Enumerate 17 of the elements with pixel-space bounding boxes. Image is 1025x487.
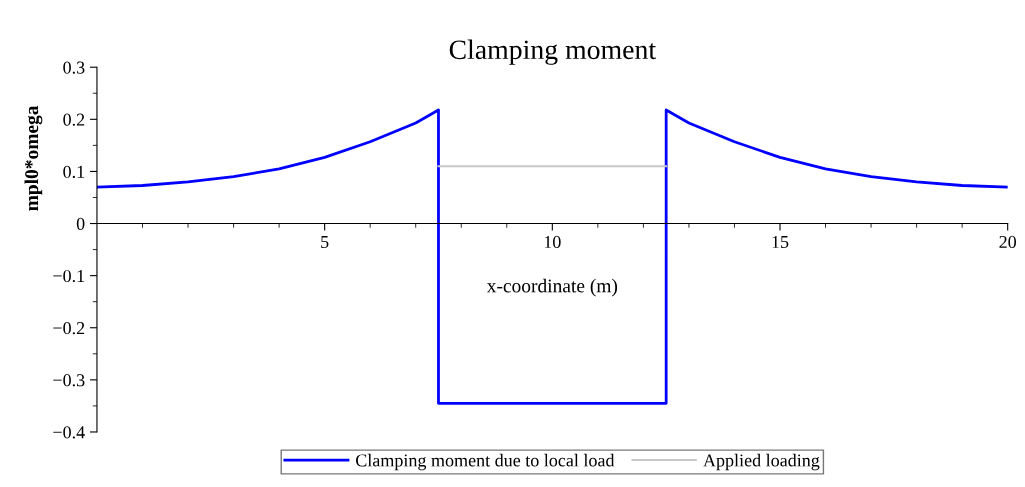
y-axis-title: mpl0*omega bbox=[24, 105, 43, 211]
legend-label: Applied loading bbox=[703, 453, 820, 471]
x-tick-label: 20 bbox=[999, 235, 1017, 249]
y-tick-label: −0.4 bbox=[53, 426, 85, 439]
x-axis-title: x-coordinate (m) bbox=[486, 278, 618, 297]
y-tick-label: 0.3 bbox=[63, 61, 85, 74]
y-tick-label: −0.3 bbox=[53, 374, 85, 387]
x-tick-label: 10 bbox=[544, 235, 561, 249]
y-tick-label: −0.1 bbox=[53, 269, 85, 283]
x-tick-label: 15 bbox=[772, 235, 789, 249]
legend-label: Clamping moment due to local load bbox=[355, 453, 615, 471]
y-tick-label: 0 bbox=[76, 217, 85, 230]
y-tick-label: 0.2 bbox=[63, 113, 85, 126]
chart-title: Clamping moment bbox=[449, 39, 656, 65]
y-tick-label: −0.2 bbox=[53, 322, 85, 335]
y-tick-label: 0.1 bbox=[63, 165, 85, 178]
x-tick-label: 5 bbox=[321, 236, 329, 249]
